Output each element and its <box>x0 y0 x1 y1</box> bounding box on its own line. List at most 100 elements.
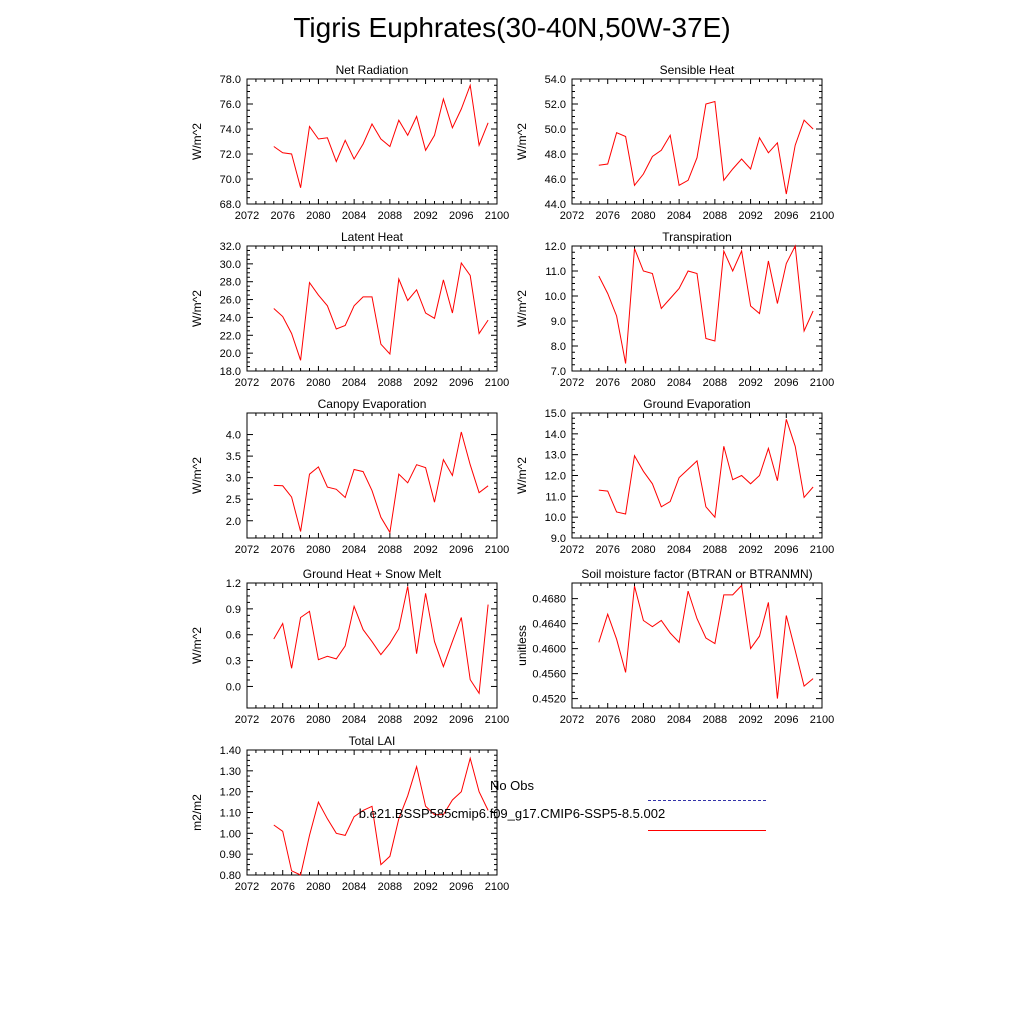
x-tick-label: 2076 <box>270 210 294 222</box>
y-tick-label: 2.0 <box>226 516 241 528</box>
x-tick-label: 2096 <box>449 714 473 726</box>
x-tick-label: 2092 <box>413 714 437 726</box>
y-tick-label: 78.0 <box>220 74 241 86</box>
x-tick-label: 2088 <box>378 544 402 556</box>
x-tick-label: 2092 <box>413 377 437 389</box>
y-tick-label: 1.30 <box>220 766 241 778</box>
y-tick-label: 0.90 <box>220 849 241 861</box>
x-tick-label: 2096 <box>449 544 473 556</box>
x-tick-label: 2092 <box>738 210 762 222</box>
x-tick-label: 2080 <box>306 544 330 556</box>
x-tick-label: 2100 <box>485 714 509 726</box>
series-line <box>598 419 814 519</box>
x-tick-label: 2092 <box>413 544 437 556</box>
x-tick-label: 2084 <box>342 377 366 389</box>
y-tick-label: 72.0 <box>220 149 241 161</box>
x-tick-label: 2088 <box>378 210 402 222</box>
x-tick-label: 2096 <box>449 377 473 389</box>
x-tick-label: 2100 <box>810 714 834 726</box>
x-tick-label: 2080 <box>631 377 655 389</box>
y-tick-label: 0.4600 <box>532 644 566 656</box>
y-tick-label: 0.9 <box>226 604 241 616</box>
series-line <box>273 83 489 188</box>
panel-6: Ground Evaporation 2072 2076 2080 2084 2088 20… <box>515 397 834 556</box>
y-tick-label: 48.0 <box>545 149 566 161</box>
y-tick-label: 0.4680 <box>532 594 566 606</box>
panel-title: Latent Heat <box>341 230 404 244</box>
x-tick-label: 2080 <box>306 377 330 389</box>
y-tick-label: 9.0 <box>551 316 566 328</box>
y-tick-label: 1.00 <box>220 828 241 840</box>
y-tick-label: 20.0 <box>220 348 241 360</box>
y-tick-label: 10.0 <box>545 512 566 524</box>
y-tick-label: 8.0 <box>551 341 566 353</box>
x-tick-label: 2088 <box>703 544 727 556</box>
panel-4: Transpiration 2072 2076 2080 2084 2088 2092 209… <box>515 230 834 389</box>
x-tick-label: 2080 <box>631 210 655 222</box>
x-tick-label: 2096 <box>774 714 798 726</box>
panel-frame <box>246 412 498 539</box>
x-tick-label: 2088 <box>703 714 727 726</box>
x-tick-label: 2096 <box>449 881 473 893</box>
x-tick-label: 2096 <box>774 544 798 556</box>
x-tick-label: 2088 <box>378 881 402 893</box>
y-tick-label: 0.0 <box>226 681 241 693</box>
y-tick-label: 0.6 <box>226 630 241 642</box>
y-tick-label: 54.0 <box>545 74 566 86</box>
y-tick-label: 3.0 <box>226 473 241 485</box>
x-tick-label: 2088 <box>378 377 402 389</box>
x-tick-label: 2080 <box>306 210 330 222</box>
y-tick-label: 11.0 <box>545 266 566 278</box>
y-tick-label: 0.80 <box>220 870 241 882</box>
x-tick-label: 2100 <box>485 377 509 389</box>
panel-7: Ground Heat + Snow Melt 2072 2076 2080 2084 2… <box>190 567 509 726</box>
x-tick-label: 2076 <box>595 377 619 389</box>
series-line <box>273 261 489 361</box>
x-tick-label: 2092 <box>738 714 762 726</box>
y-tick-label: 52.0 <box>545 99 566 111</box>
panel-3: Latent Heat 2072 2076 2080 2084 2088 2092 2096 2… <box>190 230 509 389</box>
x-tick-label: 2076 <box>595 544 619 556</box>
y-tick-label: 4.0 <box>226 430 241 442</box>
y-tick-label: 46.0 <box>545 174 566 186</box>
x-tick-label: 2076 <box>270 714 294 726</box>
y-tick-label: 74.0 <box>220 124 241 136</box>
panel-frame <box>246 78 498 205</box>
y-tick-label: 9.0 <box>551 533 566 545</box>
x-tick-label: 2092 <box>413 210 437 222</box>
y-tick-label: 0.3 <box>226 656 241 668</box>
legend-obs-label: No Obs <box>489 778 535 793</box>
x-tick-label: 2076 <box>270 881 294 893</box>
x-tick-label: 2084 <box>667 714 691 726</box>
y-tick-label: 70.0 <box>220 174 241 186</box>
series-line <box>598 244 814 364</box>
panel-frame <box>246 245 498 372</box>
x-tick-label: 2072 <box>235 881 259 893</box>
panel-frame <box>571 582 823 709</box>
series-line <box>598 100 814 195</box>
y-tick-label: 12.0 <box>545 471 566 483</box>
y-tick-label: 0.4560 <box>532 669 566 681</box>
x-tick-label: 2088 <box>703 210 727 222</box>
series-line <box>273 756 489 876</box>
x-tick-label: 2080 <box>631 714 655 726</box>
panel-title: Transpiration <box>662 230 732 244</box>
y-tick-label: 18.0 <box>220 366 241 378</box>
panel-title: Net Radiation <box>336 63 409 77</box>
y-tick-label: 30.0 <box>220 259 241 271</box>
x-tick-label: 2088 <box>703 377 727 389</box>
y-tick-label: 22.0 <box>220 330 241 342</box>
series-line <box>273 431 489 534</box>
y-tick-label: 1.20 <box>220 787 241 799</box>
y-tick-label: 68.0 <box>220 199 241 211</box>
panel-9: Total LAI 2072 2076 2080 2084 2088 2092 2096 210… <box>190 734 509 893</box>
y-axis-label: W/m^2 <box>190 457 204 494</box>
panel-title: Canopy Evaporation <box>318 397 427 411</box>
y-tick-label: 28.0 <box>220 277 241 289</box>
panel-1: Net Radiation 2072 2076 2080 2084 2088 2092 209… <box>190 63 509 222</box>
x-tick-label: 2072 <box>560 377 584 389</box>
x-tick-label: 2100 <box>810 544 834 556</box>
y-tick-label: 13.0 <box>545 450 566 462</box>
x-tick-label: 2072 <box>235 377 259 389</box>
x-tick-label: 2072 <box>235 544 259 556</box>
